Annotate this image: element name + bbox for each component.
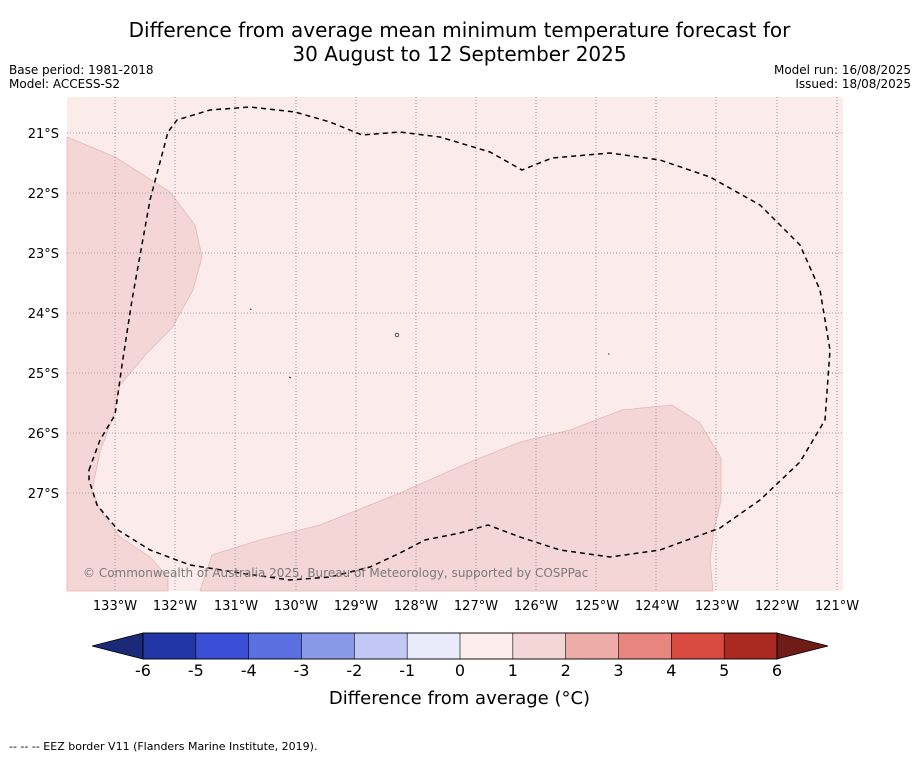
colorbar-swatch bbox=[723, 632, 778, 660]
meta-right: Model run: 16/08/2025 Issued: 18/08/2025 bbox=[774, 63, 911, 91]
lon-label: 128°W bbox=[394, 599, 438, 614]
lat-label: 27°S bbox=[28, 487, 59, 502]
lon-label: 126°W bbox=[514, 599, 558, 614]
colorbar-high-extend bbox=[776, 632, 829, 660]
island-mark-2 bbox=[394, 332, 400, 338]
colorbar-swatch bbox=[671, 632, 725, 660]
colorbar-swatch bbox=[406, 632, 461, 660]
colorbar-tick-label: -6 bbox=[135, 661, 151, 680]
colorbar-tick-label: 2 bbox=[561, 661, 571, 680]
meta-left: Base period: 1981-2018 Model: ACCESS-S2 bbox=[9, 63, 154, 91]
colorbar-tick-label: 5 bbox=[719, 661, 729, 680]
title-line-2: 30 August to 12 September 2025 bbox=[292, 42, 627, 66]
model-name: Model: ACCESS-S2 bbox=[9, 77, 121, 91]
lat-label: 23°S bbox=[28, 247, 59, 262]
lon-label: 123°W bbox=[695, 599, 739, 614]
colorbar-ticks: -6 -5 -4 -3 -2 -1 0 1 2 3 4 5 6 bbox=[135, 661, 782, 680]
lon-label: 129°W bbox=[334, 599, 378, 614]
colorbar-swatch bbox=[248, 632, 303, 660]
copyright-text: © Commonwealth of Australia 2025, Bureau… bbox=[83, 566, 588, 580]
lon-label: 130°W bbox=[274, 599, 318, 614]
anomaly-zone-south bbox=[199, 404, 722, 592]
colorbar-tick-label: 1 bbox=[508, 661, 518, 680]
lon-label: 132°W bbox=[153, 599, 197, 614]
model-run: Model run: 16/08/2025 bbox=[773, 63, 911, 77]
colorbar-tick-label: 4 bbox=[666, 661, 676, 680]
latitude-labels: 21°S 22°S 23°S 24°S 25°S 26°S 27°S bbox=[28, 127, 59, 502]
title-line-1: Difference from average mean minimum tem… bbox=[128, 18, 791, 42]
colorbar-swatches bbox=[142, 632, 778, 660]
colorbar-swatch bbox=[459, 632, 514, 660]
island-mark-4 bbox=[288, 376, 292, 379]
eez-border bbox=[88, 106, 831, 581]
colorbar-tick-label: -2 bbox=[346, 661, 362, 680]
lat-label: 26°S bbox=[28, 427, 59, 442]
lat-label: 25°S bbox=[28, 367, 59, 382]
lon-label: 125°W bbox=[575, 599, 619, 614]
base-period: Base period: 1981-2018 bbox=[9, 63, 154, 77]
colorbar-swatch bbox=[618, 632, 672, 660]
colorbar-low-extend bbox=[91, 632, 144, 660]
colorbar-swatch bbox=[354, 632, 408, 660]
gridlines bbox=[67, 97, 843, 591]
colorbar-tick-label: -4 bbox=[241, 661, 257, 680]
colorbar-label: Difference from average (°C) bbox=[328, 688, 591, 709]
issued-date: Issued: 18/08/2025 bbox=[795, 77, 911, 91]
colorbar-tick-label: -1 bbox=[399, 661, 415, 680]
colorbar-tick-label: 3 bbox=[613, 661, 623, 680]
lon-label: 127°W bbox=[454, 599, 498, 614]
longitude-labels: 133°W 132°W 131°W 130°W 129°W 128°W 127°… bbox=[93, 599, 859, 614]
lon-label: 133°W bbox=[93, 599, 137, 614]
colorbar-swatch bbox=[301, 632, 355, 660]
footnote: -- -- -- EEZ border V11 (Flanders Marine… bbox=[9, 740, 318, 753]
colorbar-tick-label: -3 bbox=[294, 661, 310, 680]
colorbar-tick-label: 6 bbox=[772, 661, 782, 680]
island-mark-1 bbox=[249, 308, 252, 310]
colorbar-swatch bbox=[142, 632, 197, 660]
colorbar-frame bbox=[142, 632, 778, 660]
lon-label: 121°W bbox=[815, 599, 859, 614]
colorbar-swatch bbox=[565, 632, 620, 660]
lat-label: 24°S bbox=[28, 307, 59, 322]
lat-label: 21°S bbox=[28, 127, 59, 142]
lon-label: 122°W bbox=[755, 599, 799, 614]
colorbar-tick-label: 0 bbox=[455, 661, 465, 680]
lon-label: 131°W bbox=[214, 599, 258, 614]
colorbar-swatch bbox=[512, 632, 567, 660]
lon-label: 124°W bbox=[635, 599, 679, 614]
map-title: Difference from average mean minimum tem… bbox=[0, 18, 919, 66]
lat-label: 22°S bbox=[28, 187, 59, 202]
colorbar-swatch bbox=[195, 632, 250, 660]
colorbar-tick-label: -5 bbox=[188, 661, 204, 680]
